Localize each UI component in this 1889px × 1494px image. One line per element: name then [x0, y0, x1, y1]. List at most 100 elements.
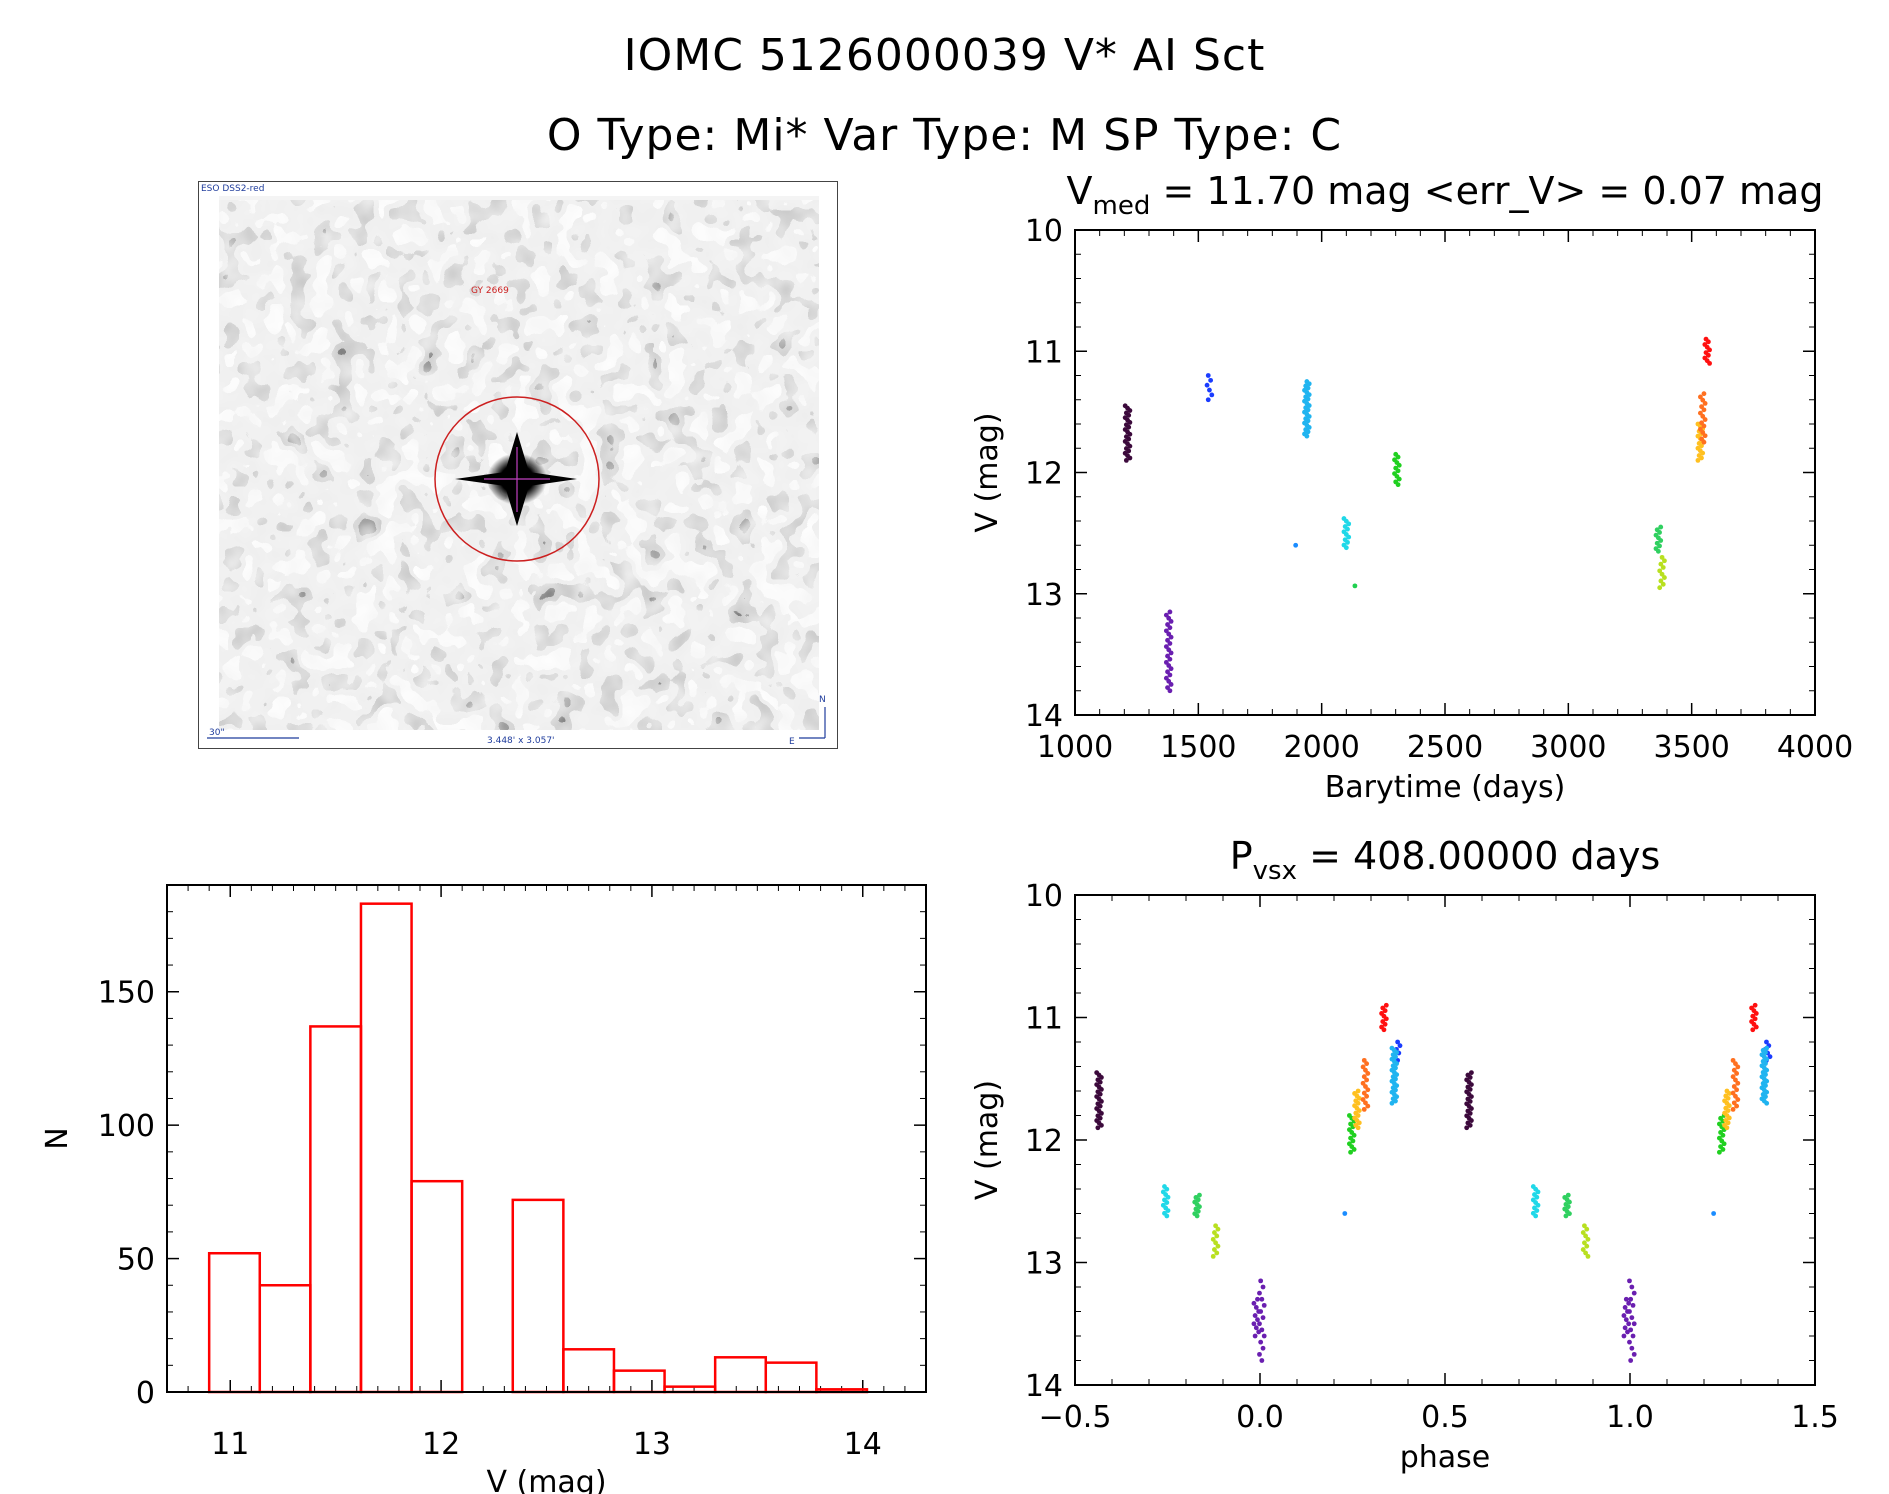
lightcurve-data-point — [1701, 391, 1707, 397]
phased-data-point — [1215, 1243, 1221, 1249]
phased-data-point — [1393, 1098, 1398, 1104]
histogram-bar — [713, 1356, 768, 1394]
lightcurve-data-point — [1293, 542, 1299, 548]
lightcurve-data-point — [1305, 385, 1311, 391]
phased-data-point — [1194, 1213, 1200, 1219]
lightcurve-data-point — [1306, 403, 1312, 408]
phased-data-point — [1626, 1321, 1632, 1327]
lightcurve-x-tick-label: 2500 — [1407, 730, 1483, 765]
phased-data-point — [1260, 1345, 1266, 1351]
phased-data-point — [1724, 1125, 1730, 1131]
phased-point-group — [1730, 1057, 1741, 1112]
phased-x-tick-label: 1.0 — [1606, 1400, 1654, 1435]
lightcurve-y-tick-label: 11 — [1025, 335, 1063, 370]
phased-point-group — [1627, 1278, 1637, 1363]
phased-data-point — [1255, 1296, 1260, 1302]
lightcurve-y-tick-label: 13 — [1025, 578, 1063, 613]
phased-data-point — [1534, 1194, 1540, 1200]
lightcurve-data-point — [1660, 581, 1666, 587]
phased-data-point — [1711, 1211, 1717, 1216]
phased-point-group — [1192, 1192, 1202, 1219]
histogram-x-axis-label: V (mag) — [486, 1465, 606, 1494]
phased-y-tick-label: 14 — [1025, 1369, 1063, 1404]
phased-data-point — [1393, 1054, 1398, 1060]
phased-data-point — [1165, 1208, 1171, 1214]
figure-title: IOMC 5126000039 V* AI Sct — [623, 30, 1266, 81]
phased-data-point — [1097, 1079, 1103, 1085]
figure-subtitle: O Type: Mi* Var Type: M SP Type: C — [546, 110, 1343, 161]
phased-data-point — [1621, 1313, 1627, 1318]
phased-data-point — [1469, 1082, 1474, 1088]
phased-data-point — [1734, 1071, 1740, 1076]
lightcurve-y-axis-label: V (mag) — [970, 412, 1005, 532]
phased-data-point — [1585, 1253, 1591, 1259]
phased-data-point — [1257, 1351, 1262, 1357]
phased-data-point — [1097, 1091, 1103, 1097]
lightcurve-point-group — [1697, 391, 1708, 445]
phased-x-axis-label: phase — [1400, 1440, 1491, 1475]
aperture-circle — [434, 396, 600, 562]
phased-data-point — [1626, 1300, 1632, 1306]
phased-data-point — [1763, 1050, 1768, 1055]
phased-data-point — [1627, 1339, 1632, 1345]
lightcurve-point-group — [1341, 516, 1352, 551]
phased-data-point — [1583, 1233, 1588, 1239]
phased-point-group — [1379, 1002, 1389, 1033]
lightcurve-data-point — [1702, 433, 1708, 439]
lightcurve-data-point — [1700, 450, 1706, 456]
phased-data-point — [1767, 1054, 1773, 1060]
phased-data-point — [1099, 1110, 1104, 1116]
phased-data-point — [1210, 1253, 1216, 1259]
phased-data-point — [1735, 1080, 1741, 1086]
lightcurve-data-point — [1660, 565, 1666, 570]
phased-data-point — [1389, 1100, 1395, 1106]
lightcurve-point-group — [1122, 403, 1133, 463]
phased-data-point — [1260, 1284, 1266, 1290]
phased-data-point — [1628, 1296, 1634, 1302]
lightcurve-data-point — [1659, 554, 1665, 560]
phased-y-tick-label: 13 — [1025, 1247, 1063, 1282]
lightcurve-point-group — [1392, 451, 1402, 488]
histogram-bar — [612, 1369, 666, 1394]
phased-y-tick-label: 11 — [1025, 1002, 1063, 1037]
phased-data-point — [1534, 1208, 1540, 1214]
lightcurve-data-point — [1657, 543, 1662, 549]
lightcurve-data-point — [1659, 571, 1665, 577]
phased-data-point — [1258, 1309, 1264, 1314]
compass-east-label: E — [789, 737, 795, 747]
phased-data-point — [1753, 1011, 1759, 1016]
phased-data-point — [1469, 1118, 1474, 1123]
phased-data-point — [1164, 1213, 1170, 1219]
phased-data-point — [1720, 1147, 1726, 1152]
phased-data-point — [1627, 1278, 1632, 1284]
lightcurve-x-tick-label: 2000 — [1283, 730, 1359, 765]
fov-label: 3.448' x 3.057' — [487, 736, 555, 746]
lightcurve-data-point — [1352, 583, 1358, 589]
lightcurve-x-tick-label: 4000 — [1777, 730, 1853, 765]
phased-data-point — [1628, 1327, 1634, 1333]
phased-data-point — [1355, 1100, 1361, 1106]
phased-data-point — [1350, 1138, 1356, 1144]
histogram-x-tick-label: 12 — [422, 1427, 460, 1462]
phased-y-tick-label: 10 — [1025, 879, 1063, 914]
phased-data-point — [1469, 1106, 1474, 1111]
phased-data-point — [1212, 1247, 1217, 1252]
phased-data-point — [1365, 1103, 1371, 1109]
phased-data-point — [1394, 1083, 1400, 1089]
lightcurve-x-tick-label: 3000 — [1530, 730, 1606, 765]
lightcurve-data-point — [1168, 682, 1174, 687]
phased-data-point — [1467, 1110, 1473, 1116]
phased-data-point — [1763, 1072, 1768, 1077]
lightcurve-data-point — [1126, 424, 1132, 430]
lightcurve-title: Vmed = 11.70 mag <err_V> = 0.07 mag — [1067, 169, 1824, 221]
histogram-bar — [309, 1025, 363, 1394]
phased-data-point — [1725, 1095, 1731, 1101]
phased-data-point — [1252, 1313, 1258, 1318]
lightcurve-data-point — [1699, 455, 1704, 461]
phased-data-point — [1253, 1325, 1259, 1331]
phased-data-point — [1095, 1125, 1101, 1131]
phased-data-point — [1252, 1333, 1258, 1339]
lightcurve-data-point — [1126, 412, 1132, 418]
